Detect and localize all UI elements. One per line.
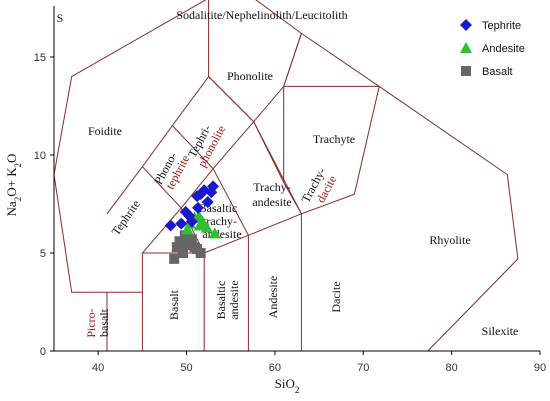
field-label-trachyte: Trachyte bbox=[313, 132, 355, 146]
field-label-andesite: Andesite bbox=[266, 276, 280, 319]
field-label-basaltic-ta-2: trachy- bbox=[203, 214, 237, 228]
classification-fields bbox=[53, 0, 519, 352]
data-point-basalt bbox=[169, 253, 180, 264]
data-point-andesite bbox=[181, 223, 194, 235]
data-point-basalt bbox=[176, 240, 187, 251]
x-tick-label: 90 bbox=[534, 362, 546, 374]
field-label-basalt: Basalt bbox=[167, 289, 181, 320]
field-label-picro-2: basalt bbox=[97, 308, 111, 337]
legend-marker-andesite bbox=[460, 42, 472, 53]
field-label-corner: S bbox=[57, 11, 64, 25]
field-boundary bbox=[172, 125, 249, 351]
x-tick-label: 80 bbox=[446, 362, 458, 374]
x-tick-label: 70 bbox=[357, 362, 369, 374]
data-point-tephrite bbox=[175, 217, 188, 230]
y-tick-label: 10 bbox=[34, 150, 46, 162]
data-point-basalt bbox=[195, 247, 206, 258]
field-boundary bbox=[283, 33, 302, 215]
field-label-foidite: Foidite bbox=[88, 124, 122, 138]
data-point-basalt bbox=[179, 230, 190, 241]
field-label-basaltic-andesite-1: Basaltic bbox=[214, 281, 228, 320]
field-labels: Sodalitite/Nephelinolith/Leucitolith S Foi… bbox=[57, 8, 519, 338]
legend-marker-tephrite bbox=[460, 19, 472, 31]
field-label-trachyandesite-2: andesite bbox=[252, 195, 291, 209]
data-point-basalt bbox=[186, 234, 197, 245]
field-boundary bbox=[53, 0, 519, 352]
x-axis-title: SiO2 bbox=[275, 376, 300, 395]
x-tick-label: 50 bbox=[180, 362, 192, 374]
x-tick-label: 60 bbox=[269, 362, 281, 374]
data-point-andesite bbox=[193, 219, 206, 231]
field-label-basaltic-andesite-2: andesite bbox=[227, 280, 241, 319]
y-tick-label: 0 bbox=[40, 346, 46, 358]
legend: Tephrite Andesite Basalt bbox=[460, 19, 525, 78]
data-points bbox=[164, 180, 221, 264]
data-point-andesite bbox=[208, 227, 221, 239]
field-label-picro-1: Picro- bbox=[84, 308, 98, 337]
field-label-silexite: Silexite bbox=[482, 324, 519, 338]
x-tick-label: 40 bbox=[92, 362, 104, 374]
data-point-tephrite bbox=[185, 215, 198, 228]
data-point-tephrite bbox=[201, 196, 214, 209]
data-point-tephrite bbox=[192, 201, 205, 214]
axes: 40 50 60 70 80 90 0 5 10 15 bbox=[34, 6, 546, 374]
legend-label-tephrite: Tephrite bbox=[482, 20, 521, 32]
field-label-phonolite: Phonolite bbox=[227, 69, 273, 83]
field-boundary bbox=[106, 166, 143, 215]
field-label-tephrite: Tephrite bbox=[109, 197, 143, 238]
y-tick-label: 5 bbox=[40, 248, 46, 260]
legend-marker-basalt bbox=[461, 66, 471, 76]
data-point-basalt bbox=[189, 242, 200, 253]
field-label-top: Sodalitite/Nephelinolith/Leucitolith bbox=[176, 8, 347, 22]
data-point-basalt bbox=[182, 240, 193, 251]
legend-label-basalt: Basalt bbox=[482, 66, 513, 78]
field-label-trachyandesite-1: Trachy- bbox=[253, 180, 291, 194]
legend-label-andesite: Andesite bbox=[482, 43, 525, 55]
data-point-tephrite bbox=[164, 219, 177, 232]
y-tick-label: 15 bbox=[34, 52, 46, 64]
field-boundary bbox=[253, 121, 285, 183]
field-label-dacite: Dacite bbox=[329, 281, 343, 312]
data-point-basalt bbox=[178, 247, 189, 258]
field-label-rhyolite: Rhyolite bbox=[429, 233, 470, 247]
data-point-tephrite bbox=[207, 180, 220, 193]
y-axis-title: Na2O+ K2O bbox=[4, 154, 23, 217]
